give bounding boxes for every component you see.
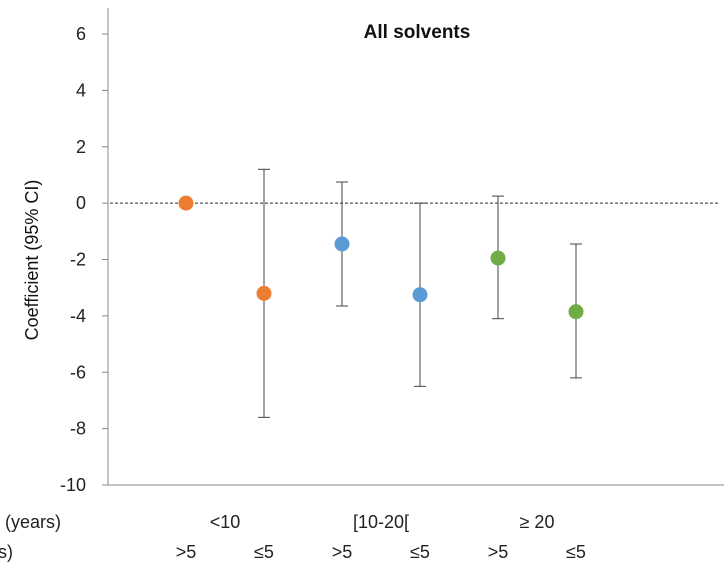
y-tick-label: 2: [76, 137, 86, 157]
point-estimate: [334, 236, 350, 252]
y-axis-label: Coefficient (95% CI): [22, 180, 42, 341]
y-tick-label: -2: [70, 250, 86, 270]
subcategory-label: ≤5: [254, 542, 274, 562]
row-label-years: (years): [5, 512, 61, 532]
y-tick-label: -4: [70, 306, 86, 326]
point-estimate: [490, 250, 506, 266]
y-tick-label: 4: [76, 80, 86, 100]
group-label: <10: [210, 512, 241, 532]
row-label-sub: s): [0, 542, 13, 562]
y-tick-label: 0: [76, 193, 86, 213]
point-estimate: [256, 285, 272, 301]
group-label: [10-20[: [353, 512, 409, 532]
y-tick-label: -6: [70, 362, 86, 382]
point-estimate: [568, 304, 584, 320]
subcategory-label: >5: [332, 542, 353, 562]
point-estimate: [178, 195, 194, 211]
y-tick-label: -10: [60, 475, 86, 495]
y-tick-label: -8: [70, 419, 86, 439]
chart-title: All solvents: [364, 22, 471, 43]
subcategory-label: ≤5: [410, 542, 430, 562]
subcategory-label: ≤5: [566, 542, 586, 562]
subcategory-label: >5: [488, 542, 509, 562]
point-estimate: [412, 287, 428, 303]
group-label: ≥ 20: [520, 512, 555, 532]
subcategory-label: >5: [176, 542, 197, 562]
y-tick-label: 6: [76, 24, 86, 44]
